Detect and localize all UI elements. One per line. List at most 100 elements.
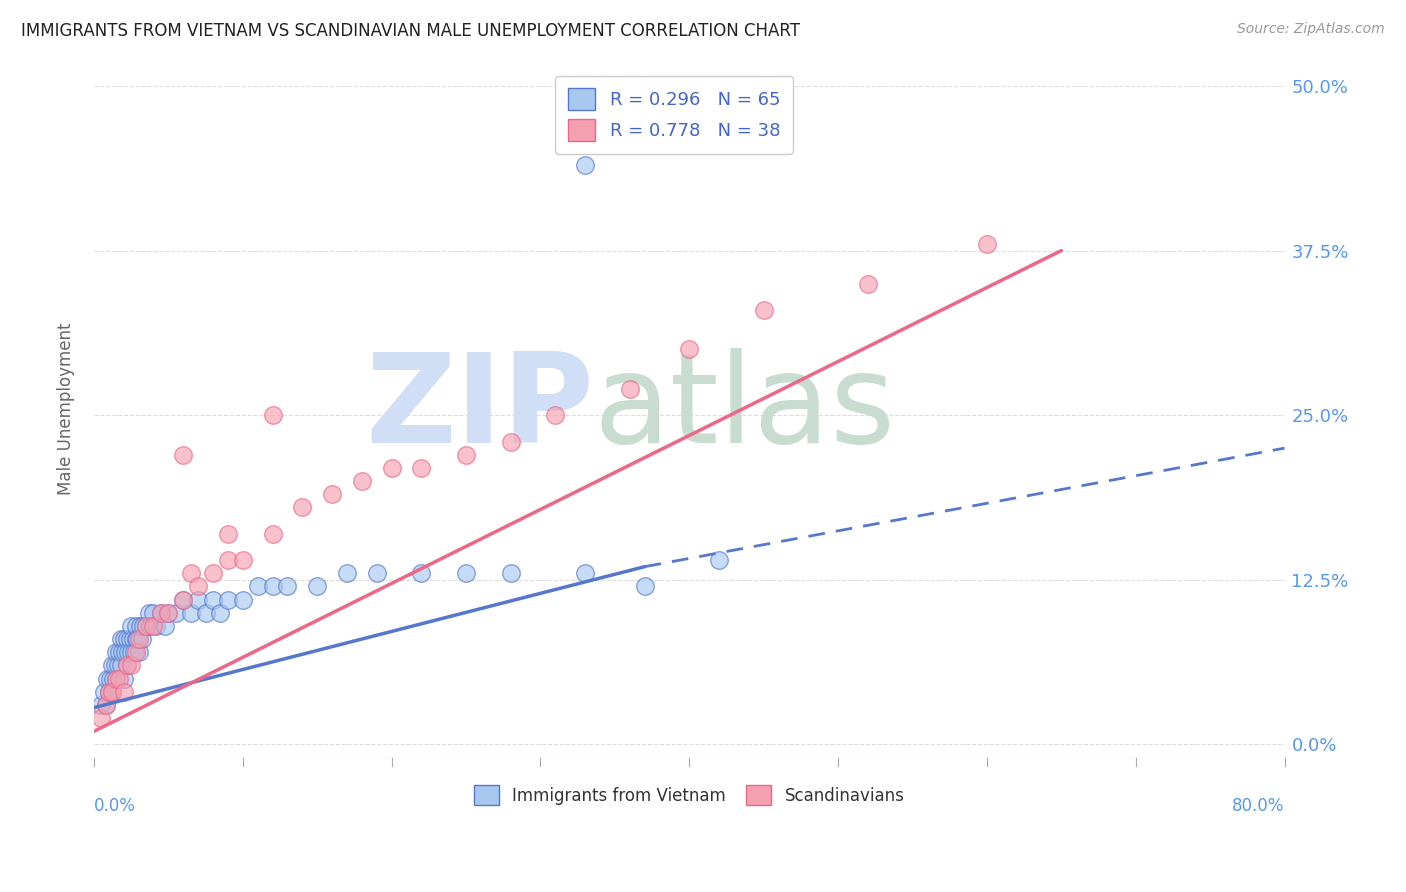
- Point: [124, 645, 146, 659]
- Point: [98, 672, 121, 686]
- Point: [129, 619, 152, 633]
- Point: [93, 685, 115, 699]
- Point: [707, 553, 730, 567]
- Text: Source: ZipAtlas.com: Source: ZipAtlas.com: [1237, 22, 1385, 37]
- Point: [90, 711, 112, 725]
- Point: [172, 448, 194, 462]
- Text: IMMIGRANTS FROM VIETNAM VS SCANDINAVIAN MALE UNEMPLOYMENT CORRELATION CHART: IMMIGRANTS FROM VIETNAM VS SCANDINAVIAN …: [21, 22, 800, 40]
- Point: [120, 619, 142, 633]
- Point: [411, 566, 433, 581]
- Point: [90, 698, 112, 712]
- Point: [121, 632, 143, 647]
- Point: [124, 632, 146, 647]
- Point: [157, 606, 180, 620]
- Point: [128, 645, 150, 659]
- Point: [454, 566, 477, 581]
- Point: [132, 619, 155, 633]
- Point: [411, 461, 433, 475]
- Point: [633, 579, 655, 593]
- Text: 0.0%: 0.0%: [94, 797, 136, 814]
- Point: [107, 658, 129, 673]
- Point: [96, 672, 118, 686]
- Point: [217, 592, 239, 607]
- Point: [108, 645, 131, 659]
- Point: [499, 566, 522, 581]
- Point: [101, 685, 124, 699]
- Point: [856, 277, 879, 291]
- Point: [97, 685, 120, 699]
- Point: [138, 606, 160, 620]
- Point: [105, 672, 128, 686]
- Point: [574, 158, 596, 172]
- Point: [105, 672, 128, 686]
- Point: [187, 592, 209, 607]
- Point: [155, 619, 177, 633]
- Legend: Immigrants from Vietnam, Scandinavians: Immigrants from Vietnam, Scandinavians: [467, 779, 911, 812]
- Point: [262, 579, 284, 593]
- Point: [135, 619, 157, 633]
- Text: ZIP: ZIP: [366, 348, 593, 469]
- Point: [135, 619, 157, 633]
- Point: [165, 606, 187, 620]
- Point: [112, 685, 135, 699]
- Point: [117, 645, 139, 659]
- Point: [105, 645, 128, 659]
- Point: [101, 658, 124, 673]
- Point: [336, 566, 359, 581]
- Point: [97, 685, 120, 699]
- Point: [142, 619, 165, 633]
- Point: [112, 632, 135, 647]
- Point: [103, 672, 125, 686]
- Point: [544, 408, 567, 422]
- Point: [291, 500, 314, 515]
- Point: [201, 566, 224, 581]
- Point: [350, 474, 373, 488]
- Point: [307, 579, 329, 593]
- Point: [180, 566, 202, 581]
- Point: [499, 434, 522, 449]
- Point: [131, 632, 153, 647]
- Point: [101, 685, 124, 699]
- Point: [678, 343, 700, 357]
- Point: [276, 579, 298, 593]
- Point: [180, 606, 202, 620]
- Point: [120, 658, 142, 673]
- Point: [115, 632, 138, 647]
- Point: [142, 606, 165, 620]
- Text: 80.0%: 80.0%: [1232, 797, 1285, 814]
- Point: [115, 658, 138, 673]
- Point: [112, 672, 135, 686]
- Point: [172, 592, 194, 607]
- Point: [114, 645, 136, 659]
- Point: [120, 645, 142, 659]
- Point: [94, 698, 117, 712]
- Point: [94, 698, 117, 712]
- Point: [232, 553, 254, 567]
- Point: [321, 487, 343, 501]
- Point: [157, 606, 180, 620]
- Point: [110, 658, 132, 673]
- Point: [194, 606, 217, 620]
- Point: [145, 619, 167, 633]
- Point: [976, 237, 998, 252]
- Point: [139, 619, 162, 633]
- Y-axis label: Male Unemployment: Male Unemployment: [58, 322, 75, 495]
- Point: [246, 579, 269, 593]
- Point: [149, 606, 172, 620]
- Point: [128, 632, 150, 647]
- Point: [187, 579, 209, 593]
- Point: [262, 526, 284, 541]
- Point: [232, 592, 254, 607]
- Point: [209, 606, 232, 620]
- Point: [108, 672, 131, 686]
- Point: [366, 566, 388, 581]
- Point: [172, 592, 194, 607]
- Text: atlas: atlas: [593, 348, 896, 469]
- Point: [201, 592, 224, 607]
- Point: [217, 526, 239, 541]
- Point: [217, 553, 239, 567]
- Point: [110, 632, 132, 647]
- Point: [115, 658, 138, 673]
- Point: [127, 632, 149, 647]
- Point: [381, 461, 404, 475]
